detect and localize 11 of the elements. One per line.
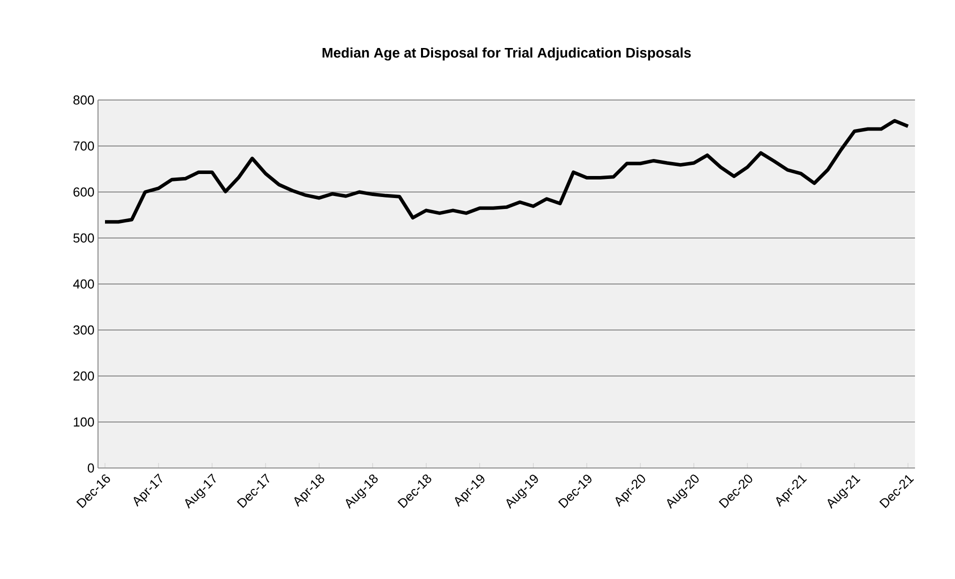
y-tick-label: 500 xyxy=(73,233,94,243)
line-series xyxy=(103,118,910,224)
y-tick-label: 700 xyxy=(74,141,94,151)
y-tick-label: 200 xyxy=(74,371,94,381)
y-tick-label: 400 xyxy=(73,279,94,289)
y-tick-label: 100 xyxy=(74,417,94,427)
y-tick-label: 600 xyxy=(74,187,94,197)
y-tick-label: 300 xyxy=(73,325,94,335)
y-tick-label: 800 xyxy=(73,95,94,105)
chart-title: Median Age at Disposal for Trial Adjudication Disposals xyxy=(322,47,691,60)
y-tick-label: 0 xyxy=(88,463,94,473)
